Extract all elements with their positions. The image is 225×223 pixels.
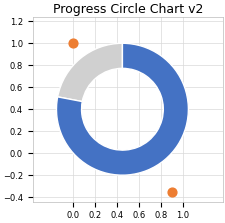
Wedge shape bbox=[56, 43, 188, 175]
Title: Progress Circle Chart v2: Progress Circle Chart v2 bbox=[52, 3, 202, 16]
Point bbox=[71, 41, 74, 45]
Wedge shape bbox=[57, 43, 122, 101]
Point bbox=[169, 190, 173, 193]
